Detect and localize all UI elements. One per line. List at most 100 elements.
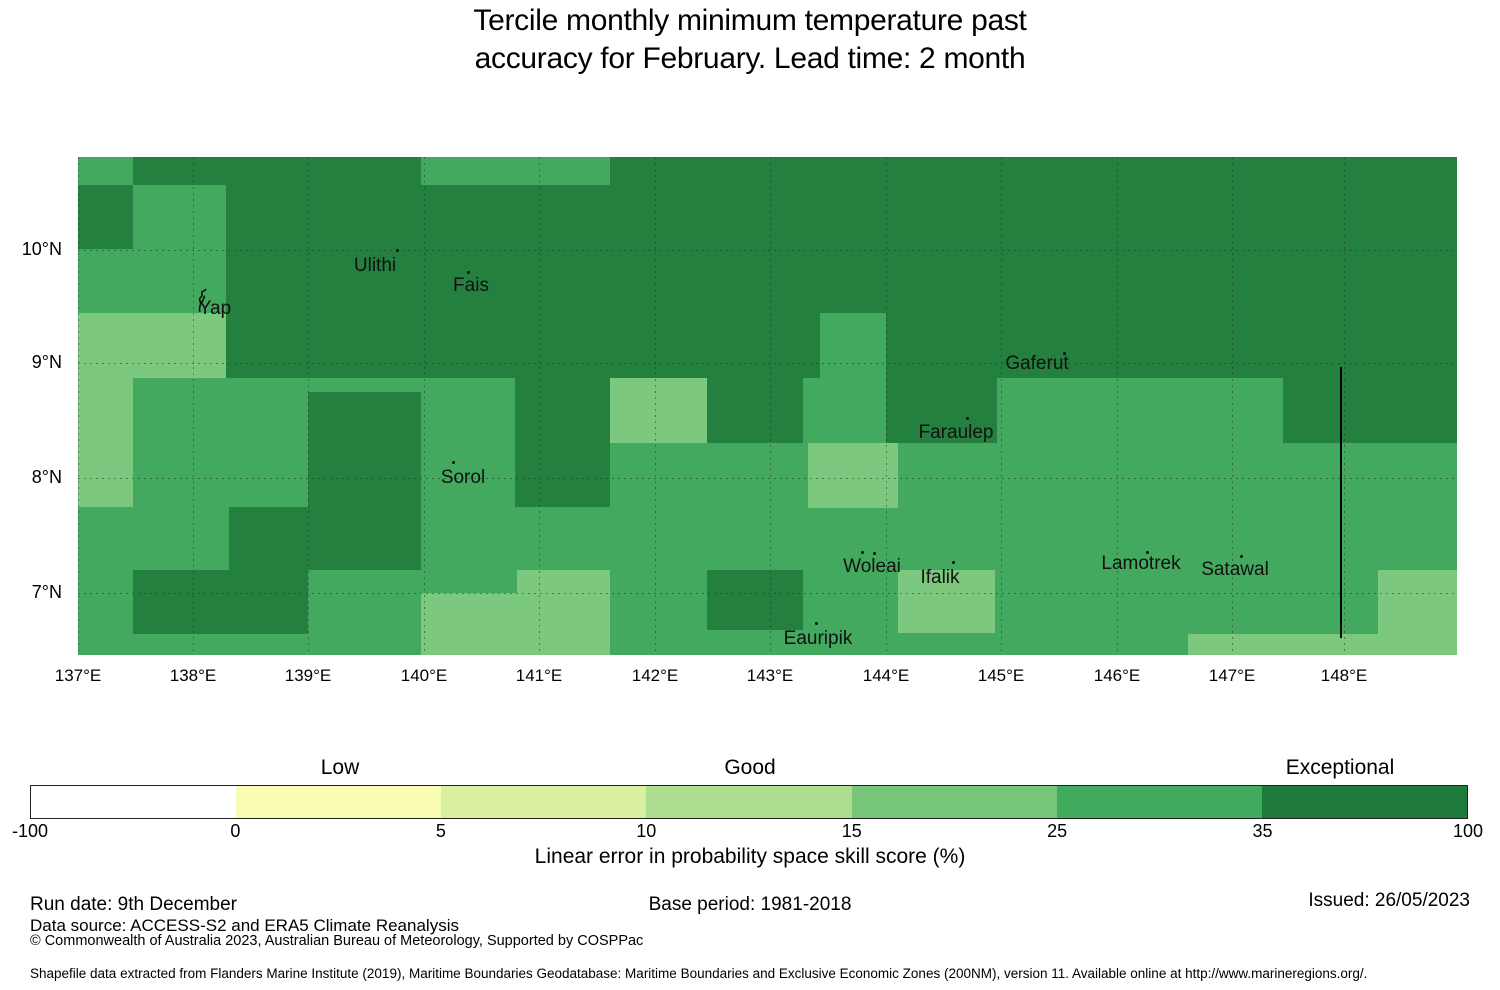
colorbar-tick-label: 35 [1252,821,1273,841]
gridline-vertical [886,157,887,655]
gridline-horizontal [78,593,1457,594]
map-cell [229,507,308,634]
colorbar-tick-label: 25 [1047,821,1068,841]
figure-title: Tercile monthly minimum temperature past… [0,2,1500,78]
gridline-vertical [308,157,309,655]
x-axis-tick-label: 141°E [515,666,563,685]
map-cell [133,157,421,185]
colorbar-segment [1261,786,1467,818]
gridline-vertical [424,157,425,655]
island-marker-dot [966,417,969,420]
colorbar-category-label: Good [724,756,776,779]
copyright-text: © Commonwealth of Australia 2023, Austra… [30,933,644,949]
colorbar-segment [441,786,647,818]
map-cell [78,378,133,507]
island-marker-dot [1146,551,1149,554]
colorbar-segment [236,786,442,818]
x-axis-tick-label: 143°E [746,666,794,685]
y-axis-tick-label: 10°N [21,239,62,259]
x-axis-tick-label: 148°E [1320,666,1368,685]
x-axis-tick-label: 145°E [977,666,1025,685]
island-label: Fais [453,275,489,296]
island-marker-dot [396,249,399,252]
island-marker-dot [452,461,455,464]
gridline-horizontal [78,250,1457,251]
map-cell [517,570,610,655]
map-cell [1188,634,1457,655]
map-cell [515,378,610,507]
gridline-vertical [1344,157,1345,655]
map-cell [1283,378,1457,443]
colorbar-tick-label: 15 [841,821,862,841]
gridline-horizontal [78,478,1457,479]
island-marker-dot [952,561,955,564]
colorbar-segment [646,786,852,818]
colorbar-tick-label: 10 [636,821,657,841]
map-cell [610,378,707,443]
y-axis-tick-label: 9°N [31,352,62,372]
map-cell [421,593,517,655]
island-label: Eauripik [783,628,853,649]
map-cell [898,570,995,633]
gridline-vertical [78,157,79,655]
colorbar-tick-label: 100 [1452,821,1484,841]
island-label: Woleai [843,556,901,577]
map-cell [610,157,1457,185]
island-outline [196,288,216,319]
island-marker-dot [873,552,876,555]
island-marker-dot [1240,555,1243,558]
map-cell [707,378,803,443]
island-marker-dot [861,551,864,554]
title-line-2: accuracy for February. Lead time: 2 mont… [474,42,1026,75]
island-label: Lamotrek [1101,553,1181,574]
x-axis-tick-label: 138°E [169,666,217,685]
map-cell [78,313,226,378]
colorbar-tick-label: 0 [230,821,241,841]
gridline-vertical [539,157,540,655]
island-marker-dot [1063,352,1066,355]
y-axis-tick-label: 8°N [31,467,62,487]
island-label: Satawal [1201,559,1269,580]
island-marker-dot [467,271,470,274]
data-source-text: Data source: ACCESS-S2 and ERA5 Climate … [30,916,459,935]
map-cell [808,443,898,508]
island-marker-dot [815,622,818,625]
x-axis-tick-label: 137°E [54,666,102,685]
island-label: Ifalik [920,567,960,588]
map-cell [78,185,133,249]
colorbar-tick-label: 5 [435,821,446,841]
shapefile-attribution-text: Shapefile data extracted from Flanders M… [30,966,1368,981]
island-label: Gaferut [1005,353,1069,374]
colorbar-caption: Linear error in probability space skill … [534,845,966,868]
x-axis-tick-label: 146°E [1093,666,1141,685]
map-cell [1378,570,1457,635]
map-cell [308,392,421,570]
colorbar [30,785,1468,819]
gridline-vertical [1232,157,1233,655]
colorbar-segment [851,786,1057,818]
gridline-vertical [1001,157,1002,655]
colorbar-category-label: Exceptional [1285,756,1395,779]
base-period-text: Base period: 1981-2018 [648,894,852,915]
gridline-horizontal [78,363,1457,364]
gridline-vertical [1117,157,1118,655]
x-axis-tick-label: 147°E [1208,666,1256,685]
x-axis-tick-label: 140°E [400,666,448,685]
x-axis-tick-label: 142°E [631,666,679,685]
island-label: Yap [198,298,232,319]
x-axis-tick-label: 139°E [284,666,332,685]
colorbar-segment [31,786,237,818]
x-axis-tick-label: 144°E [862,666,910,685]
map-canvas: Yap Ulithi Fais Sorol Gaferut Faraulep Woleai I… [78,157,1457,655]
map-cell [820,313,886,378]
map-cell [707,570,803,630]
colorbar-segment [1056,786,1262,818]
issued-date-text: Issued: 26/05/2023 [1308,890,1470,911]
colorbar-category-label: Low [320,756,360,779]
gridline-vertical [193,157,194,655]
run-date-text: Run date: 9th December [30,894,238,915]
island-label: Faraulep [918,422,994,443]
gridline-vertical [770,157,771,655]
colorbar-tick-label: -100 [11,821,49,841]
